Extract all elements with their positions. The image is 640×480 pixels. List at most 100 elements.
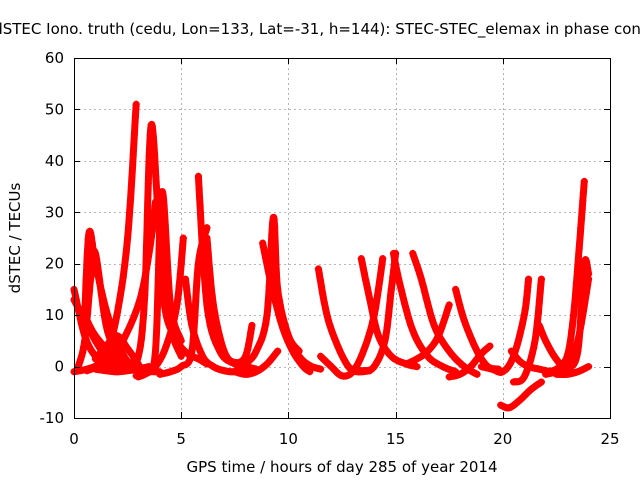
data-point-marker [391,256,399,263]
data-point-marker [452,288,460,296]
plot-frame [74,58,611,419]
data-point-marker [286,336,294,344]
data-point-marker [122,330,130,338]
data-point-marker [387,292,394,300]
data-point-marker [206,321,214,329]
data-point-marker [81,303,89,311]
data-point-marker [270,215,278,223]
data-point-marker [137,335,145,343]
data-point-marker [178,249,186,257]
data-point-marker [167,301,174,309]
data-point-marker [584,281,592,289]
data-point-marker [156,265,164,273]
data-point-marker [332,338,340,346]
data-point-marker [371,318,378,326]
data-point-marker [455,297,462,304]
data-point-marker [320,298,328,306]
data-point-marker [462,321,470,329]
data-point-marker [153,329,160,337]
data-point-marker [186,308,194,316]
data-point-marker [335,346,343,354]
data-point-marker [128,174,136,182]
data-point-marker [132,308,140,316]
data-point-marker [143,242,150,250]
data-point-marker [314,265,322,273]
data-point-marker [379,255,387,263]
data-point-marker [255,340,263,348]
data-point-marker [210,334,218,342]
data-point-marker [110,326,118,334]
y-tick-label: 30 [45,203,64,221]
data-point-marker [356,355,364,363]
data-point-marker [204,240,211,248]
data-point-marker [177,352,185,360]
data-point-marker [530,344,538,352]
data-point-marker [358,258,366,266]
data-point-marker [194,172,202,180]
data-point-marker [525,275,532,283]
data-point-marker [197,349,205,357]
data-point-marker [457,307,465,315]
data-point-marker [124,234,132,242]
data-point-marker [374,332,382,340]
data-point-marker [104,311,112,319]
data-point-marker [121,261,129,269]
data-point-marker [177,363,185,371]
data-point-marker [445,301,453,309]
data-point-marker [278,313,286,321]
x-tick-labels: 0 5 10 15 20 25 [69,430,619,448]
data-point-marker [179,240,187,248]
data-point-marker [359,264,367,271]
data-point-marker [585,275,593,283]
data-point-marker [284,332,292,340]
chart-title: dSTEC Iono. truth (cedu, Lon=133, Lat=-3… [0,20,640,39]
data-point-marker [147,121,155,129]
series-sv-u [267,249,325,373]
data-point-marker [361,343,369,351]
data-point-marker [113,311,121,319]
data-point-marker [209,301,217,309]
data-point-marker [317,282,325,290]
data-point-marker [245,339,253,347]
data-point-marker [195,185,203,193]
data-point-marker [460,316,468,324]
data-point-marker [374,285,382,293]
data-point-marker [185,300,192,308]
data-point-marker [87,229,95,237]
y-tick-label: 20 [45,255,64,273]
data-point-marker [456,301,464,309]
data-point-marker [165,321,173,329]
data-point-marker [396,280,404,288]
data-point-marker [263,311,271,319]
data-point-marker [365,290,373,298]
data-point-marker [82,276,90,284]
data-point-marker [443,308,451,316]
data-point-marker [413,261,421,269]
data-point-marker [337,349,345,357]
data-point-marker [283,328,291,335]
data-point-marker [527,356,535,364]
data-point-marker [111,319,119,327]
series-sv-al [542,275,593,378]
data-point-marker [132,100,140,108]
data-point-marker [412,258,420,266]
data-point-marker [576,234,584,242]
data-point-marker [574,337,582,345]
data-point-marker [575,244,583,252]
data-point-marker [220,347,228,355]
data-point-marker [372,323,380,331]
data-point-marker [415,340,423,348]
data-point-marker [327,326,335,334]
data-point-marker [392,264,400,272]
data-point-marker [94,272,102,280]
data-point-marker [411,332,419,339]
data-point-marker [522,370,530,378]
data-point-marker [414,266,422,273]
data-point-marker [129,151,137,159]
data-point-marker [87,233,95,241]
data-point-marker [417,275,425,283]
data-point-marker [97,286,105,294]
data-point-marker [319,355,327,362]
data-point-marker [260,327,268,335]
data-point-marker [330,366,338,374]
